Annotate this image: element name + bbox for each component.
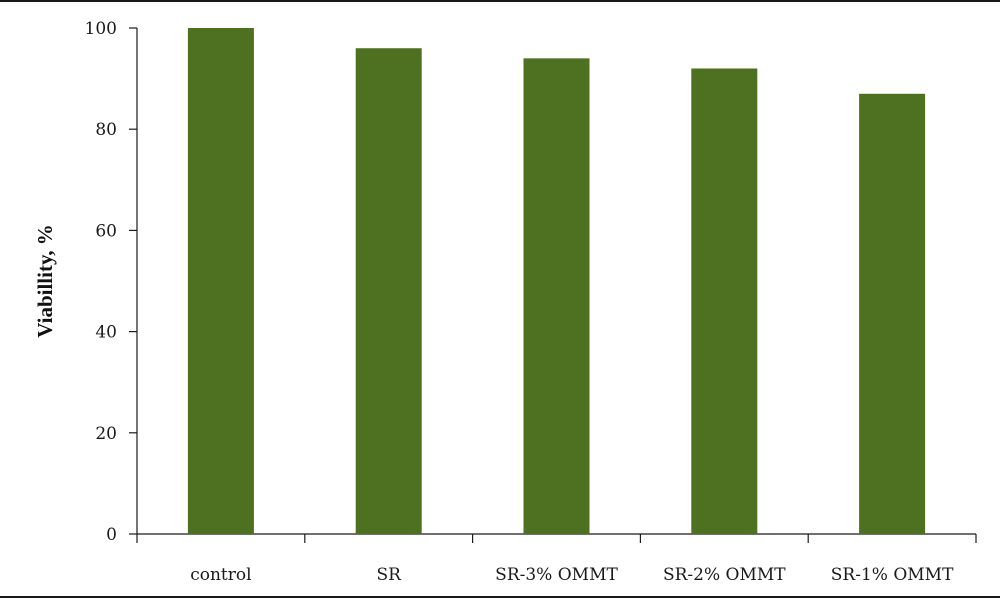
y-tick-label: 40 xyxy=(95,323,117,343)
bars xyxy=(187,28,926,535)
y-axis-title: Viabillity, % xyxy=(33,224,57,338)
x-category-label: control xyxy=(190,565,251,585)
x-category-label: SR xyxy=(376,565,402,585)
y-tick-label: 80 xyxy=(95,120,117,140)
bar xyxy=(691,68,758,534)
y-tick-label: 20 xyxy=(95,424,117,444)
x-axis xyxy=(136,533,977,543)
bottom-rule xyxy=(0,596,1000,598)
y-tick-label: 60 xyxy=(95,221,117,241)
x-category-label: SR-3% OMMT xyxy=(495,565,618,585)
y-axis: 0 20 40 60 80 100 xyxy=(85,19,138,545)
bar xyxy=(859,93,926,534)
y-tick-label: 100 xyxy=(85,19,117,39)
x-category-label: SR-1% OMMT xyxy=(831,565,954,585)
bar xyxy=(187,28,254,534)
x-category-label: SR-2% OMMT xyxy=(663,565,786,585)
bar xyxy=(355,48,422,535)
y-tick-label: 0 xyxy=(106,525,117,545)
top-rule xyxy=(0,0,1000,2)
bar xyxy=(523,58,590,535)
category-labels: control SR SR-3% OMMT SR-2% OMMT SR-1% OMMT xyxy=(190,565,954,585)
